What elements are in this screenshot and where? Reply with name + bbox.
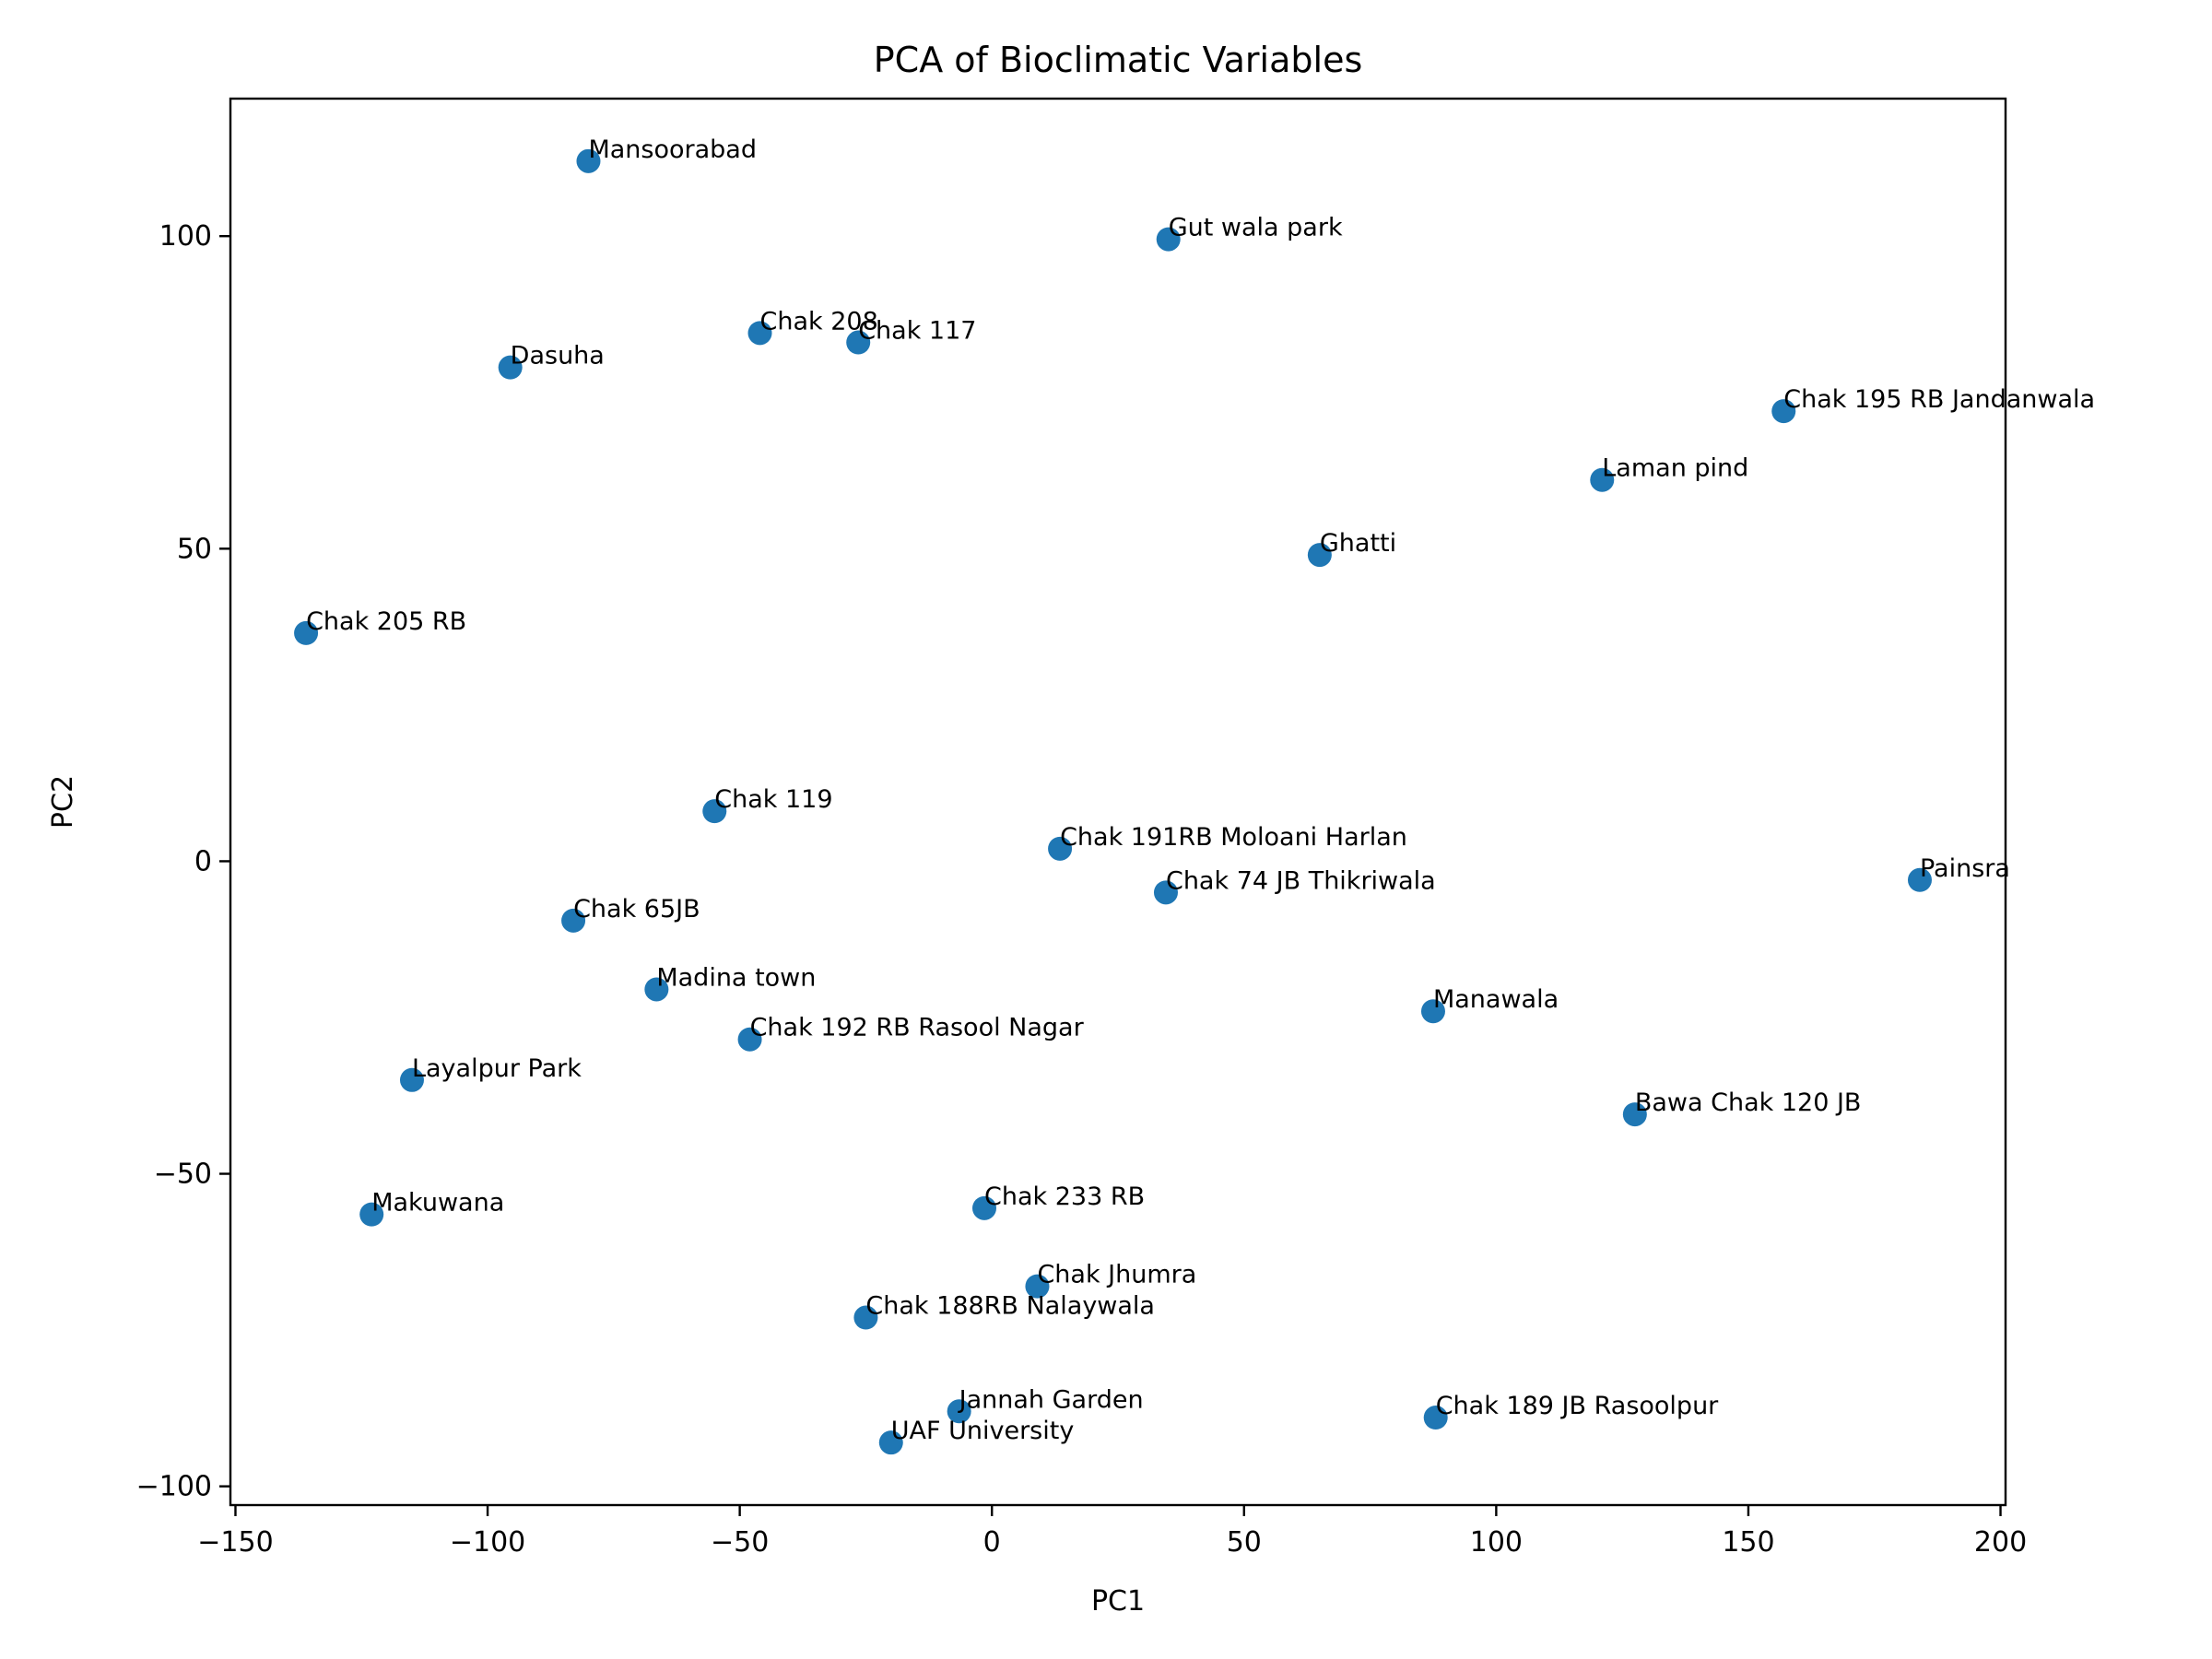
data-point xyxy=(1307,543,1332,568)
data-point xyxy=(1622,1102,1647,1127)
data-point xyxy=(1048,836,1073,861)
data-point xyxy=(747,321,772,346)
point-label: Bawa Chak 120 JB xyxy=(1635,1088,1862,1117)
x-tick-label: 200 xyxy=(1974,1526,2027,1559)
x-tick-label: 50 xyxy=(1227,1526,1262,1559)
y-tick-label: 0 xyxy=(194,845,212,877)
data-point xyxy=(972,1195,997,1220)
point-label: Chak 74 JB Thikriwala xyxy=(1166,866,1436,895)
point-label: Chak Jhumra xyxy=(1037,1261,1196,1289)
y-axis-label: PC2 xyxy=(47,775,79,829)
data-point xyxy=(1771,399,1796,424)
data-point xyxy=(1907,867,1932,892)
point-label: Layalpur Park xyxy=(412,1054,582,1083)
data-point xyxy=(294,620,319,645)
data-point xyxy=(576,148,601,173)
point-label: Chak 191RB Moloani Harlan xyxy=(1060,823,1407,852)
data-point xyxy=(846,330,871,355)
data-point xyxy=(702,799,727,824)
point-label: Chak 119 xyxy=(714,785,832,814)
point-label: UAF University xyxy=(891,1417,1075,1445)
point-label: Manawala xyxy=(1433,985,1559,1014)
plot-frame xyxy=(229,97,2007,1507)
y-tick-label: 100 xyxy=(159,220,212,253)
data-point xyxy=(853,1305,878,1330)
point-label: Chak 117 xyxy=(858,317,976,346)
point-label: Chak 192 RB Rasool Nagar xyxy=(750,1014,1085,1042)
x-tick-label: −50 xyxy=(711,1526,769,1559)
data-point xyxy=(644,977,669,1002)
point-label: Chak 189 JB Rasoolpur xyxy=(1436,1392,1719,1420)
point-label: Chak 208 xyxy=(760,307,878,335)
data-point xyxy=(1420,999,1445,1024)
y-tick-label: −100 xyxy=(136,1471,212,1503)
x-axis-label: PC1 xyxy=(1091,1585,1145,1618)
x-axis-ticks: −150 −100 −50 0 50 100 150 200 xyxy=(197,1505,2027,1559)
point-label: Jannah Garden xyxy=(958,1385,1144,1414)
data-point xyxy=(399,1067,424,1092)
data-point xyxy=(1590,467,1615,492)
point-label: Madina town xyxy=(656,963,816,992)
point-label: Painsra xyxy=(1920,854,2010,883)
data-point xyxy=(1423,1406,1448,1430)
data-point xyxy=(561,908,586,933)
point-label: Ghatti xyxy=(1320,529,1396,558)
data-point xyxy=(737,1027,762,1052)
x-tick-label: −150 xyxy=(197,1526,273,1559)
points-layer xyxy=(294,148,1932,1455)
point-label: Chak 188RB Nalaywala xyxy=(865,1292,1155,1321)
point-label: Chak 65JB xyxy=(573,895,700,924)
point-label: Laman pind xyxy=(1602,454,1748,483)
data-point xyxy=(878,1430,903,1455)
x-tick-label: −100 xyxy=(450,1526,525,1559)
point-label: Makuwana xyxy=(371,1189,504,1218)
data-point xyxy=(1153,880,1178,905)
chart-title: PCA of Bioclimatic Variables xyxy=(874,40,1363,80)
point-label: Chak 233 RB xyxy=(984,1182,1145,1211)
point-label: Chak 195 RB Jandanwala xyxy=(1783,385,2095,414)
x-tick-label: 0 xyxy=(983,1526,1001,1559)
data-point xyxy=(1025,1274,1050,1299)
data-point xyxy=(947,1399,971,1424)
x-tick-label: 100 xyxy=(1470,1526,1523,1559)
y-tick-label: −50 xyxy=(154,1159,212,1191)
y-tick-label: 50 xyxy=(177,533,212,565)
point-label: Gut wala park xyxy=(1169,214,1343,242)
y-axis-ticks: −100 −50 0 50 100 xyxy=(136,220,230,1503)
data-point xyxy=(359,1202,384,1227)
x-tick-label: 150 xyxy=(1722,1526,1774,1559)
point-label: Chak 205 RB xyxy=(306,607,466,636)
point-label: Dasuha xyxy=(511,342,605,371)
data-point xyxy=(1156,227,1181,252)
data-point xyxy=(498,355,523,380)
point-label: Mansoorabad xyxy=(588,135,757,164)
